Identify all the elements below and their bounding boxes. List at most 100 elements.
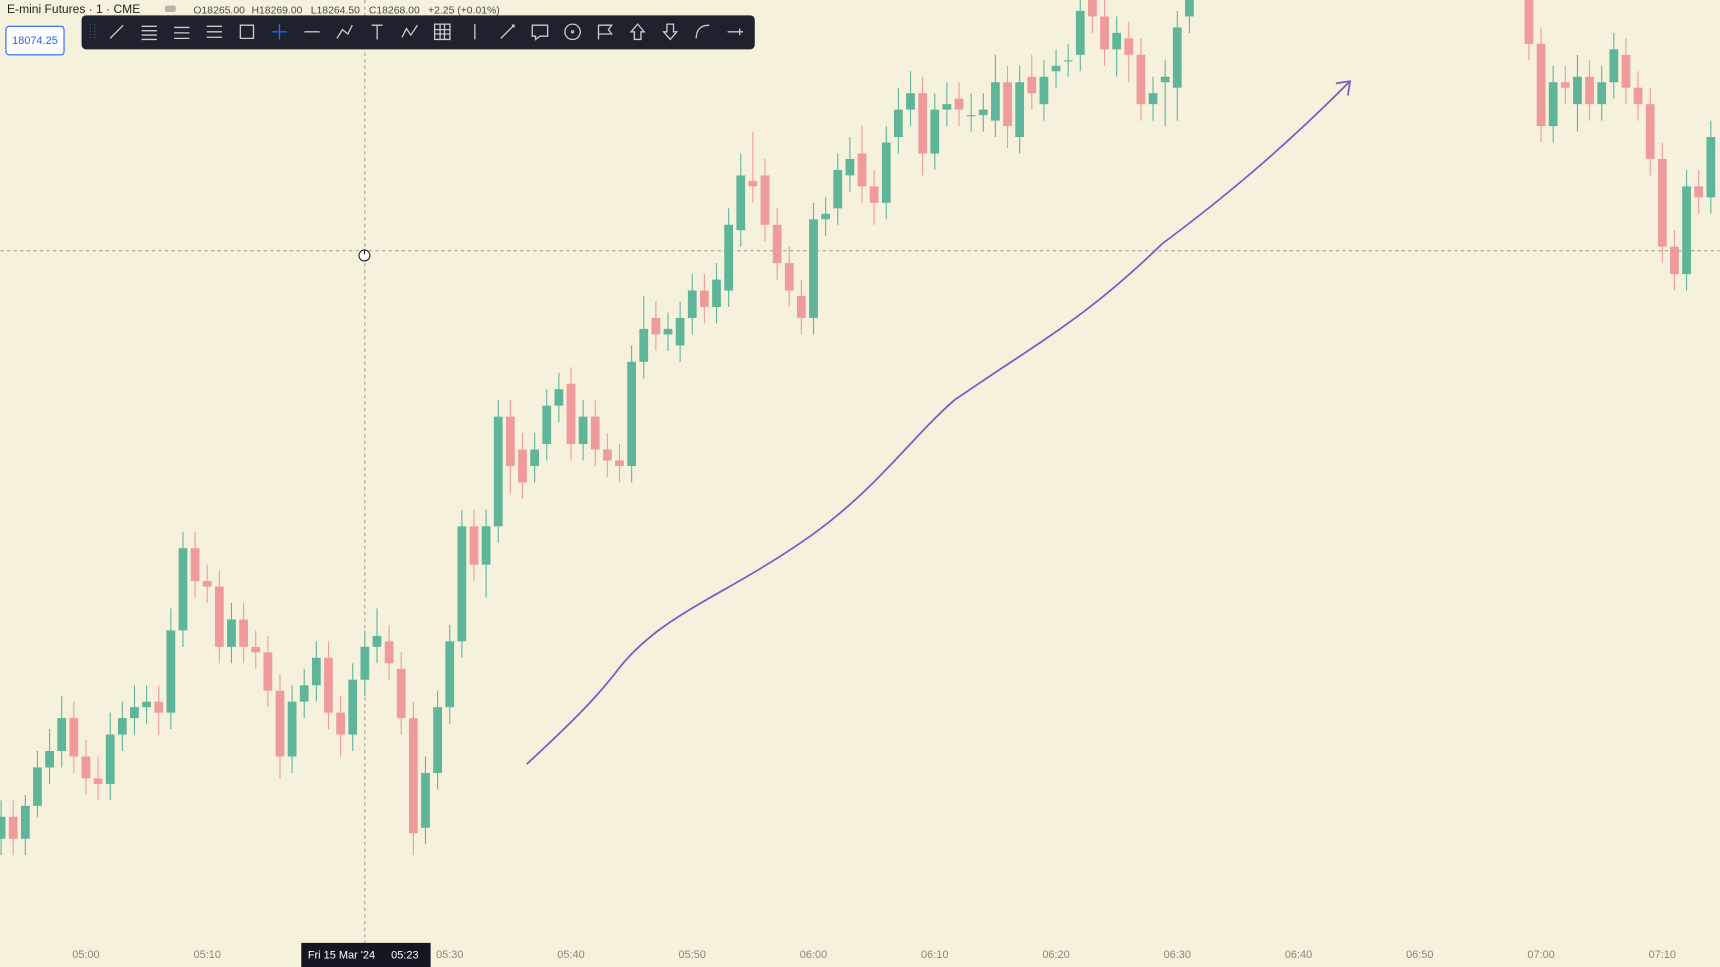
candle-body xyxy=(748,180,758,187)
toolbar-button[interactable] xyxy=(174,26,190,40)
toolbar-button[interactable] xyxy=(109,24,124,39)
candle-body xyxy=(20,805,30,839)
candle-body xyxy=(1706,137,1716,198)
x-tick-label: 05:10 xyxy=(194,949,221,961)
candle-body xyxy=(408,718,418,834)
toolbar-button[interactable] xyxy=(371,24,383,40)
x-tick-label: 06:50 xyxy=(1406,949,1433,961)
toolbar-grip xyxy=(89,24,96,40)
candle-body xyxy=(712,279,721,307)
price-box[interactable] xyxy=(5,25,65,56)
candle-body xyxy=(1088,0,1097,17)
candle-body xyxy=(530,449,540,466)
collapse-button[interactable] xyxy=(164,5,176,13)
x-tick-label: 05:30 xyxy=(436,949,463,961)
candle-body xyxy=(372,635,382,647)
toolbar-button[interactable] xyxy=(597,24,613,40)
candle-body xyxy=(1694,186,1704,198)
toolbar-button[interactable] xyxy=(500,24,515,39)
toolbar-button[interactable] xyxy=(531,24,549,41)
candle-body xyxy=(336,712,345,735)
candle-body xyxy=(687,290,697,318)
candle-body xyxy=(1682,186,1691,275)
candle-body xyxy=(1112,32,1122,50)
candle-body xyxy=(45,751,54,768)
candle-body xyxy=(1172,27,1182,88)
annotation-arrow[interactable] xyxy=(526,81,1350,765)
candle-body xyxy=(1645,104,1655,159)
candle-body xyxy=(239,619,248,647)
toolbar-button[interactable] xyxy=(662,23,679,41)
ohlc-close: C18268.00 xyxy=(369,6,420,17)
candle-body xyxy=(1148,93,1158,105)
candle-body xyxy=(675,317,685,346)
candle-body xyxy=(1536,43,1546,127)
toolbar-button[interactable] xyxy=(401,24,418,38)
crosshair-time: 05:23 xyxy=(391,949,418,961)
candle-body xyxy=(214,586,224,647)
candle-body xyxy=(590,416,600,450)
toolbar-button[interactable] xyxy=(206,25,223,38)
candle-body xyxy=(1063,60,1073,62)
arrow-head xyxy=(1335,80,1352,96)
candle-body xyxy=(1051,65,1061,72)
x-tick-label: 06:30 xyxy=(1164,949,1191,961)
candle-body xyxy=(918,93,928,154)
candle-body xyxy=(227,619,236,647)
candle-body xyxy=(991,82,1000,121)
price-box-value[interactable]: 18074.25 xyxy=(12,35,58,47)
x-tick-label: 05:50 xyxy=(679,949,706,961)
candle-body xyxy=(469,526,479,565)
candle-body xyxy=(1609,49,1619,83)
candle-body xyxy=(105,734,115,784)
toolbar-button[interactable] xyxy=(336,24,353,39)
candle-body xyxy=(1185,0,1194,17)
toolbar-button[interactable] xyxy=(727,28,744,36)
crosshair-date: Fri 15 Mar '24 xyxy=(308,949,375,961)
candle-body xyxy=(117,718,127,735)
candle-body xyxy=(1075,10,1085,55)
candle-body xyxy=(797,296,806,318)
toolbar-button[interactable] xyxy=(629,23,646,41)
candle-body xyxy=(166,630,176,713)
toolbar-button[interactable] xyxy=(239,24,255,40)
toolbar-button[interactable] xyxy=(141,25,157,41)
candle-body xyxy=(202,581,212,587)
candle-body xyxy=(360,646,370,680)
candle-body xyxy=(275,690,285,757)
toolbar-button[interactable] xyxy=(433,23,451,41)
candle-body xyxy=(1015,82,1025,138)
candle-body xyxy=(178,548,188,631)
candle-body xyxy=(578,416,588,445)
candle-body xyxy=(930,109,940,154)
ohlc-change: +2.25 (+0.01%) xyxy=(428,6,500,17)
candle-body xyxy=(311,657,321,686)
x-tick-label: 06:40 xyxy=(1285,949,1312,961)
candle-body xyxy=(869,186,879,203)
candle-body xyxy=(1136,54,1146,105)
candle-body xyxy=(1585,76,1594,105)
toolbar-button[interactable] xyxy=(564,23,581,41)
candle-body xyxy=(627,361,637,466)
candle-body xyxy=(81,756,91,779)
candle-body xyxy=(639,328,649,362)
toolbar-button[interactable] xyxy=(695,24,710,39)
candle-body xyxy=(845,158,855,176)
candle-body xyxy=(1548,82,1558,127)
candle-body xyxy=(602,449,612,461)
candle-body xyxy=(1657,158,1667,247)
candle-body xyxy=(651,317,661,335)
candle-body xyxy=(190,548,200,582)
candle-body xyxy=(954,98,964,110)
candle-body xyxy=(615,460,624,466)
candle-body xyxy=(821,213,831,220)
candle-body xyxy=(857,153,867,187)
candle-body xyxy=(1160,76,1170,83)
candle-body xyxy=(894,109,903,138)
candle-body xyxy=(287,701,297,757)
candle-body xyxy=(906,93,915,110)
toolbar-button[interactable] xyxy=(271,24,288,40)
candle-body xyxy=(1100,16,1109,50)
